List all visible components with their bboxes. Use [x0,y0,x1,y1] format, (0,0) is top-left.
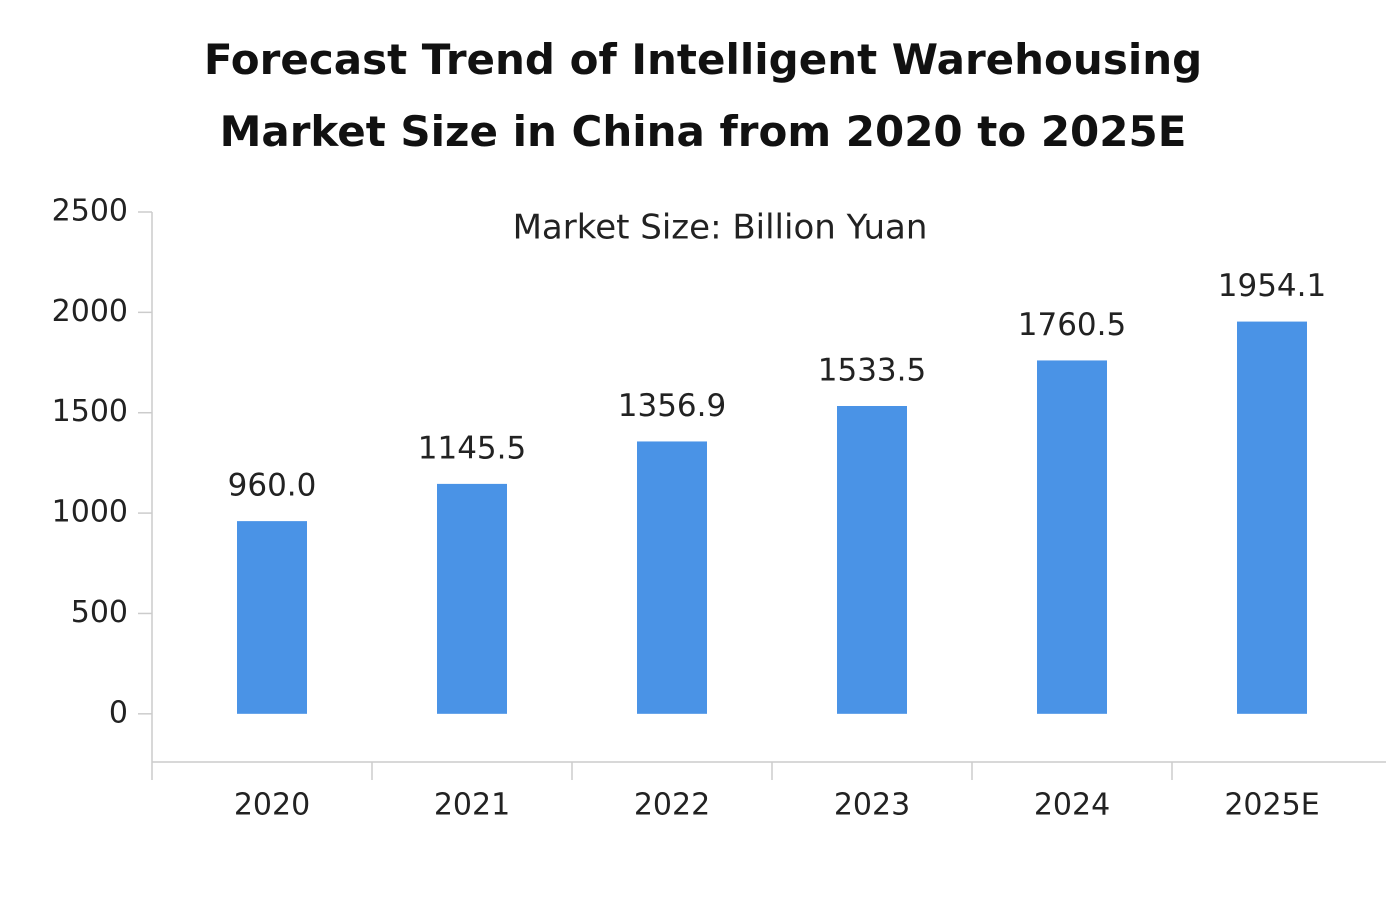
bar [1037,360,1107,714]
x-tick-label: 2022 [634,788,710,823]
value-label: 960.0 [228,468,317,504]
value-label: 1954.1 [1218,268,1326,304]
x-tick-label: 2020 [234,788,310,823]
x-tick-label: 2025E [1224,788,1319,823]
chart-title: Forecast Trend of Intelligent Warehousin… [203,35,1203,156]
x-tick-label: 2021 [434,788,510,823]
bar [637,441,707,714]
y-tick-label: 2500 [52,194,128,229]
y-tick-label: 2000 [52,294,128,329]
value-label: 1533.5 [818,353,926,389]
value-label: 1145.5 [418,430,526,466]
value-label: 1760.5 [1018,307,1126,343]
bar [437,483,507,714]
y-tick-label: 0 [109,695,128,730]
y-tick-label: 500 [71,595,128,630]
bar [1237,321,1307,714]
chart-subtitle: Market Size: Billion Yuan [513,208,928,248]
bar [237,521,307,714]
x-tick-label: 2024 [1034,788,1110,823]
x-tick-label: 2023 [834,788,910,823]
y-tick-label: 1000 [52,495,128,530]
bar [837,406,907,714]
value-label: 1356.9 [618,388,726,424]
y-tick-label: 1500 [52,394,128,429]
